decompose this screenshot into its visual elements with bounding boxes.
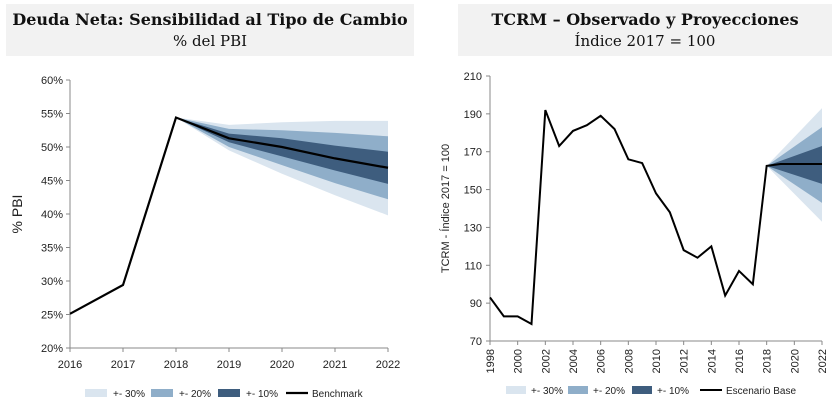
left-y-tick-label: 60% (41, 75, 63, 87)
right-legend-label-2: +- 20% (593, 386, 625, 397)
right-chart-title: TCRM – Observado y Proyecciones (491, 10, 799, 29)
right-x-tick-label: 2020 (789, 349, 801, 373)
right-y-tick-label: 130 (464, 222, 482, 234)
left-x-tick-label: 2021 (323, 359, 347, 371)
right-x-tick-label: 2014 (706, 349, 718, 373)
right-series-line-escenario-base (489, 109, 822, 326)
right-chart-subtitle: Índice 2017 = 100 (574, 32, 716, 50)
right-y-tick-label: 170 (464, 147, 482, 159)
right-y-tick-label: 210 (464, 71, 482, 83)
left-legend-label-3: +- 10% (246, 389, 278, 400)
right-x-tick-label: 2022 (817, 349, 829, 373)
right-y-axis-label: TCRM - Índice 2017 = 100 (439, 144, 452, 273)
left-band-3 (176, 117, 388, 184)
left-legend-label-4: Benchmark (312, 389, 364, 400)
left-y-tick-label: 30% (41, 276, 63, 288)
right-chart-title-box: TCRM – Observado y Proyecciones Índice 2… (458, 4, 832, 56)
left-x-tick-label: 2018 (164, 359, 188, 371)
right-x-tick-label: 1998 (485, 349, 497, 373)
left-x-tick-label: 2016 (58, 359, 82, 371)
left-y-tick-label: 50% (41, 142, 63, 154)
right-legend-label-4: Escenario Base (726, 386, 796, 397)
right-x-tick-label: 2006 (596, 349, 608, 373)
left-y-tick-label: 25% (41, 310, 63, 322)
right-y-tick-label: 190 (464, 109, 482, 121)
left-chart-title: Deuda Neta: Sensibilidad al Tipo de Camb… (12, 10, 408, 29)
right-x-tick-label: 2018 (762, 349, 774, 373)
left-chart-title-box: Deuda Neta: Sensibilidad al Tipo de Camb… (6, 4, 414, 56)
left-legend-swatch-3 (218, 389, 240, 397)
right-legend-label-3: +- 10% (657, 386, 689, 397)
left-legend-swatch-2 (151, 389, 173, 397)
right-x-tick-label: 2000 (513, 349, 525, 373)
left-y-axis-label: % PBI (9, 195, 25, 234)
left-x-tick-label: 2017 (111, 359, 135, 371)
right-legend-swatch-2 (568, 386, 588, 394)
right-y-tick-label: 150 (464, 185, 482, 197)
right-x-tick-label: 2016 (734, 349, 746, 373)
left-y-tick-label: 35% (41, 243, 63, 255)
left-y-tick-label: 45% (41, 176, 63, 188)
right-legend-swatch-3 (632, 386, 652, 394)
right-legend-swatch-1 (506, 386, 526, 394)
right-x-tick-label: 2008 (623, 349, 635, 373)
right-y-tick-label: 70 (470, 336, 482, 348)
right-y-tick-label: 110 (464, 260, 482, 272)
left-y-tick-label: 40% (41, 209, 63, 221)
left-x-tick-label: 2020 (270, 359, 294, 371)
right-x-tick-label: 2004 (568, 349, 580, 373)
right-y-tick-label: 90 (470, 298, 482, 310)
left-y-tick-label: 20% (41, 343, 63, 355)
left-legend-label-1: +- 30% (113, 389, 145, 400)
left-x-tick-label: 2022 (376, 359, 400, 371)
right-legend-label-1: +- 30% (531, 386, 563, 397)
right-x-tick-label: 2012 (679, 349, 691, 373)
left-chart-subtitle: % del PBI (172, 32, 248, 50)
right-x-tick-label: 2002 (540, 349, 552, 373)
left-y-tick-label: 55% (41, 109, 63, 121)
right-x-tick-label: 2010 (651, 349, 663, 373)
left-legend-label-2: +- 20% (179, 389, 211, 400)
left-legend-swatch-1 (85, 389, 107, 397)
left-series-line-benchmark (69, 116, 389, 315)
left-x-tick-label: 2019 (217, 359, 241, 371)
